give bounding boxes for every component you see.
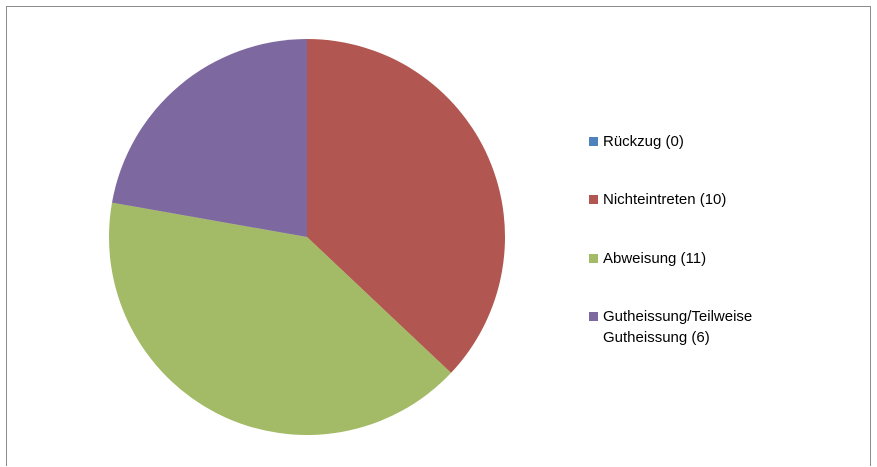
legend-swatch-gutheissung (589, 312, 598, 321)
legend-item-rueckzug: Rückzug (0) (589, 131, 803, 152)
legend-swatch-rueckzug (589, 137, 598, 146)
legend-label-nichteintreten: Nichteintreten (10) (603, 191, 727, 208)
legend-label-gutheissung: Gutheissung/Teilweise Gutheissung (6) (603, 308, 753, 346)
legend-swatch-nichteintreten (589, 195, 598, 204)
legend-item-gutheissung: Gutheissung/Teilweise Gutheissung (6) (589, 306, 803, 348)
chart-area: Rückzug (0) Nichteintreten (10) Abweisun… (6, 6, 871, 466)
legend-swatch-abweisung (589, 254, 598, 263)
legend-item-abweisung: Abweisung (11) (589, 248, 803, 269)
pie-slice-gutheissung-teilweise (112, 39, 307, 237)
pie-slice-nichteintreten (307, 39, 506, 373)
legend-item-nichteintreten: Nichteintreten (10) (589, 189, 803, 210)
pie-chart (109, 39, 506, 436)
pie-slices (109, 39, 506, 436)
pie-slice-abweisung (109, 202, 452, 436)
legend-label-rueckzug: Rückzug (0) (603, 133, 684, 150)
legend-label-abweisung: Abweisung (11) (603, 250, 707, 267)
